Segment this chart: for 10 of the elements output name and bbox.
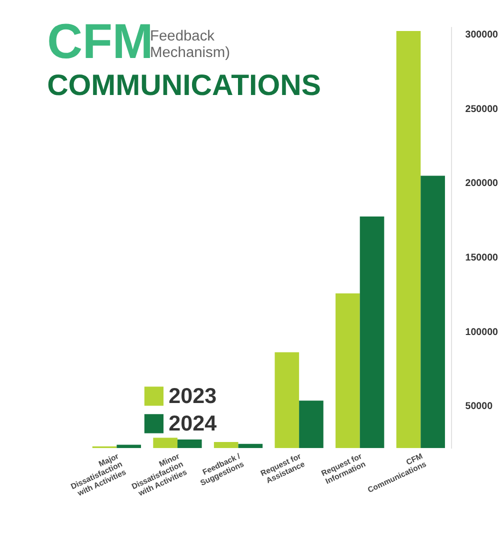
text: COMMUNICATIONS: [47, 69, 321, 102]
y-tick-label: 150000: [465, 252, 499, 264]
y-tick-label: 200000: [465, 178, 499, 190]
y-tick-label: 50000: [465, 401, 494, 412]
y-tick-label: 300000: [465, 29, 499, 40]
legend-label: 2024: [168, 410, 217, 436]
legend-label: 2023: [168, 383, 217, 408]
y-tick-label: 250000: [465, 104, 499, 115]
annotation: Feedback Mechanism): [150, 28, 230, 61]
y-tick-label: 100000: [465, 326, 499, 338]
